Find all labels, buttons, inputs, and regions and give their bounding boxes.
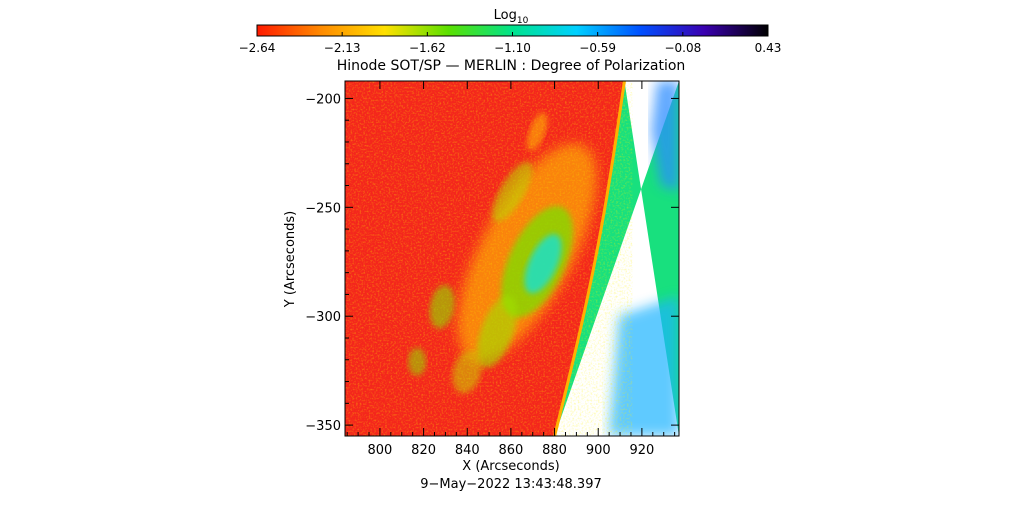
colorbar-tick-label: −0.59 <box>579 41 616 55</box>
plot-area <box>345 81 679 436</box>
colorbar: Log10 −2.64 −2.13 −1.62 −1.10 −0.59 −0.08 0.43 <box>239 8 782 55</box>
y-axis: −200 −250 −300 −350 <box>305 92 679 434</box>
colorbar-tick-label: −2.64 <box>239 41 276 55</box>
colorbar-tick-label: −0.08 <box>664 41 701 55</box>
x-tick-label: 900 <box>586 443 611 458</box>
active-region-blob <box>526 112 548 151</box>
y-axis-label: Y (Arcseconds) <box>283 211 298 308</box>
chart-title: Hinode SOT/SP — MERLIN : Degree of Polar… <box>337 58 686 74</box>
y-tick-label: −350 <box>305 419 341 434</box>
active-region-blob <box>429 285 455 329</box>
x-axis: 800 820 840 860 880 900 920 <box>346 81 676 458</box>
active-region <box>408 112 597 394</box>
colorbar-label: Log10 <box>494 8 529 26</box>
colorbar-tick-label: −2.13 <box>324 41 361 55</box>
active-region-blob <box>524 234 562 294</box>
off-limb-blue-edge-top <box>651 81 679 191</box>
y-tick-label: −250 <box>305 201 341 216</box>
x-tick-label: 800 <box>368 443 393 458</box>
colorbar-tick-label: −1.62 <box>409 41 446 55</box>
limb-brightening <box>553 81 626 436</box>
x-axis-label: X (Arcseconds) <box>462 459 559 474</box>
colorbar-tick-label: 0.43 <box>755 41 782 55</box>
x-tick-label: 860 <box>498 443 523 458</box>
plot-frame <box>344 80 680 437</box>
active-region-blob <box>477 295 517 368</box>
colorbar-ticks: −2.64 −2.13 −1.62 −1.10 −0.59 −0.08 0.43 <box>239 32 782 55</box>
active-region-blob <box>452 350 482 394</box>
active-region-blob <box>492 161 533 222</box>
x-tick-label: 880 <box>542 443 567 458</box>
x-tick-label: 920 <box>629 443 654 458</box>
y-tick-label: −200 <box>305 92 341 107</box>
x-tick-label: 840 <box>455 443 480 458</box>
x-tick-label: 820 <box>411 443 436 458</box>
active-region-blob <box>408 347 427 376</box>
colorbar-tick-label: −1.10 <box>494 41 531 55</box>
y-tick-label: −300 <box>305 310 341 325</box>
timestamp: 9−May−2022 13:43:48.397 <box>420 477 601 492</box>
